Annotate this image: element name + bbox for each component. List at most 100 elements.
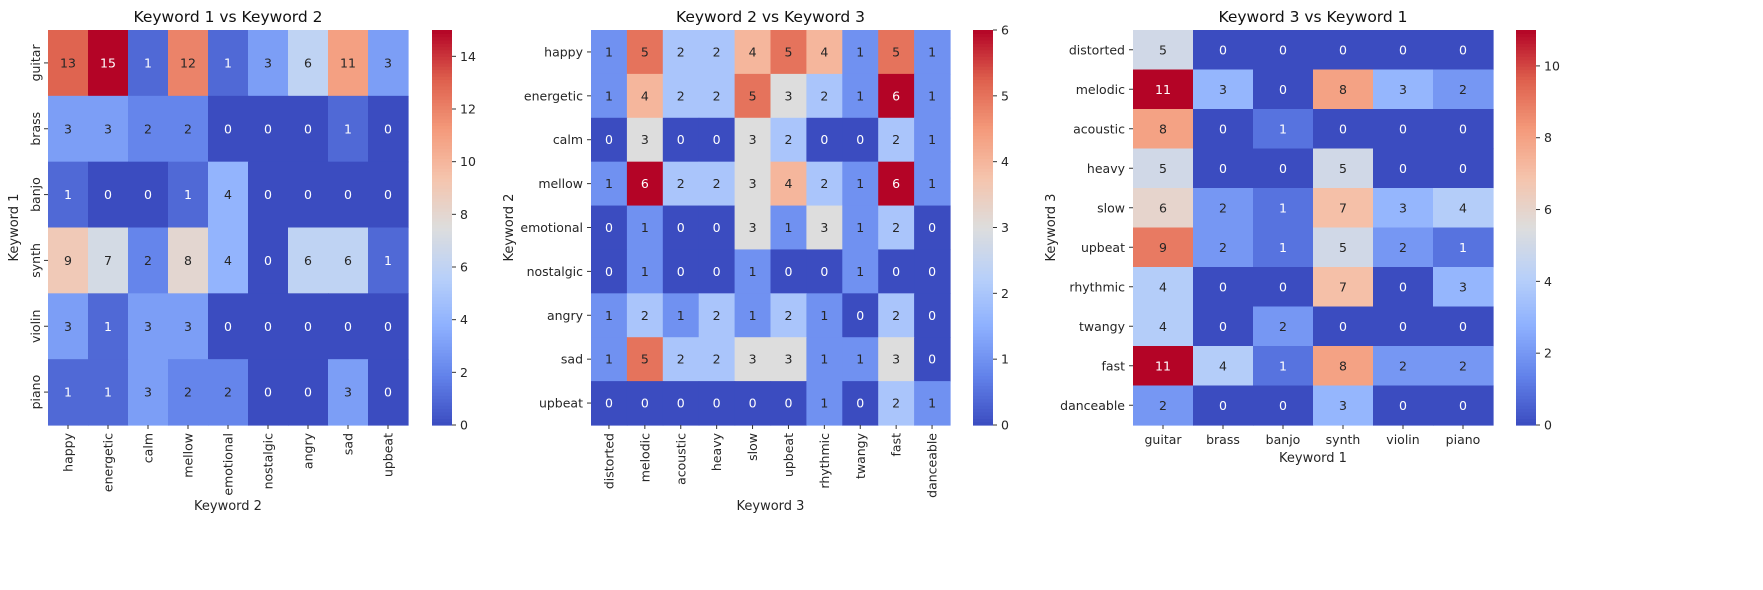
cell-value-label: 2 bbox=[144, 253, 152, 268]
colorbar-segment bbox=[432, 385, 452, 390]
cell-value-label: 4 bbox=[1159, 319, 1167, 334]
colorbar-segment bbox=[1516, 234, 1536, 238]
heatmap-cell bbox=[734, 30, 772, 75]
cell-value-label: 6 bbox=[1159, 200, 1167, 215]
cell-value-label: 0 bbox=[1459, 42, 1467, 57]
colorbar-tick-label: 6 bbox=[1544, 202, 1552, 217]
colorbar-segment bbox=[973, 421, 993, 426]
colorbar-segment bbox=[1516, 257, 1536, 262]
heatmap-cell bbox=[88, 161, 129, 229]
cell-value-label: 1 bbox=[928, 132, 936, 147]
cell-value-label: 13 bbox=[60, 55, 76, 70]
colorbar-segment bbox=[1516, 112, 1536, 117]
colorbar-segment bbox=[432, 319, 452, 324]
colorbar-segment bbox=[973, 43, 993, 48]
heatmap-cell bbox=[368, 359, 409, 426]
colorbar-segment bbox=[1516, 128, 1536, 133]
cell-value-label: 0 bbox=[784, 396, 792, 411]
colorbar-segment bbox=[1516, 161, 1536, 166]
heatmap-cell bbox=[878, 381, 915, 426]
colorbar-segment bbox=[432, 148, 452, 153]
colorbar-segment bbox=[432, 59, 452, 64]
x-tick-label: calm bbox=[141, 433, 156, 463]
cell-value-label: 1 bbox=[1279, 200, 1287, 215]
colorbar-segment bbox=[432, 408, 452, 413]
colorbar-segment bbox=[1516, 398, 1536, 403]
colorbar-segment bbox=[1516, 408, 1536, 413]
heatmap-cell bbox=[1133, 30, 1194, 71]
cell-value-label: 11 bbox=[340, 55, 356, 70]
colorbar-segment bbox=[973, 217, 993, 222]
colorbar-segment bbox=[1516, 293, 1536, 298]
heatmap-cell bbox=[806, 205, 843, 251]
x-tick-label: violin bbox=[1386, 432, 1419, 447]
cell-value-label: 5 bbox=[1339, 161, 1347, 176]
colorbar-segment bbox=[973, 352, 993, 357]
colorbar-segment bbox=[973, 102, 993, 107]
heatmap-cell bbox=[368, 161, 409, 229]
colorbar-segment bbox=[432, 79, 452, 84]
heatmap-cell bbox=[1313, 346, 1374, 387]
colorbar: 0 2 4 6 8 10 bbox=[1516, 30, 1560, 433]
heatmap-cell bbox=[1133, 267, 1194, 308]
heatmap-cell bbox=[770, 73, 807, 119]
colorbar-segment bbox=[973, 293, 993, 298]
colorbar-segment bbox=[1516, 220, 1536, 225]
colorbar-segment bbox=[1516, 250, 1536, 255]
cell-value-label: 0 bbox=[384, 385, 392, 400]
heatmap-cell bbox=[914, 337, 951, 382]
colorbar-segment bbox=[432, 62, 452, 67]
heatmap-cell bbox=[698, 161, 736, 207]
heatmap-cell bbox=[878, 161, 915, 207]
colorbar-tick-label: 8 bbox=[460, 207, 468, 222]
heatmap-cell bbox=[878, 205, 915, 251]
colorbar-segment bbox=[973, 378, 993, 383]
colorbar-tick-label: 12 bbox=[460, 102, 476, 117]
colorbar-segment bbox=[1516, 247, 1536, 252]
colorbar-tick-label: 0 bbox=[460, 418, 468, 433]
heatmap-cell bbox=[1133, 109, 1194, 150]
colorbar-segment bbox=[432, 46, 452, 51]
colorbar-segment bbox=[1516, 290, 1536, 294]
cell-value-label: 2 bbox=[1219, 240, 1227, 255]
colorbar-segment bbox=[1516, 72, 1536, 77]
y-tick-label: distorted bbox=[1069, 42, 1125, 57]
colorbar-segment bbox=[1516, 76, 1536, 80]
heatmap-cell bbox=[1373, 148, 1434, 189]
colorbar-segment bbox=[973, 148, 993, 153]
colorbar-segment bbox=[1516, 191, 1536, 196]
heatmap-cell bbox=[842, 73, 879, 119]
y-tick-label: piano bbox=[28, 375, 43, 410]
y-tick-label: energetic bbox=[524, 88, 583, 103]
colorbar-segment bbox=[973, 270, 993, 275]
heatmap-cell bbox=[128, 161, 169, 229]
y-tick-label: upbeat bbox=[539, 396, 583, 411]
cell-value-label: 3 bbox=[749, 220, 757, 235]
colorbar-segment bbox=[432, 155, 452, 159]
cell-value-label: 0 bbox=[677, 396, 685, 411]
heatmap-cell bbox=[168, 30, 209, 97]
colorbar-segment bbox=[432, 276, 452, 281]
y-tick-label: fast bbox=[1102, 358, 1126, 373]
colorbar-tick-label: 4 bbox=[1544, 274, 1552, 289]
cell-value-label: 1 bbox=[104, 385, 112, 400]
colorbar-segment bbox=[432, 382, 452, 387]
cell-value-label: 0 bbox=[1279, 42, 1287, 57]
heatmap-cell bbox=[88, 293, 129, 360]
heatmap-cell bbox=[1313, 267, 1374, 308]
colorbar-tick-label: 14 bbox=[460, 49, 476, 64]
cell-value-label: 1 bbox=[820, 352, 828, 367]
cell-value-label: 0 bbox=[928, 352, 936, 367]
heatmap-cell bbox=[626, 117, 664, 163]
heatmap-cell bbox=[1433, 69, 1494, 110]
colorbar-segment bbox=[973, 92, 993, 97]
x-tick-label: nostalgic bbox=[261, 433, 276, 490]
heatmap-cell bbox=[698, 205, 736, 251]
cell-value-label: 11 bbox=[1155, 82, 1171, 97]
heatmap-cell bbox=[168, 227, 209, 294]
colorbar-segment bbox=[1516, 188, 1536, 192]
colorbar-segment bbox=[1516, 204, 1536, 209]
x-tick-label: sad bbox=[341, 433, 356, 455]
colorbar: 0 2 4 6 8 10 12 14 bbox=[432, 30, 476, 433]
